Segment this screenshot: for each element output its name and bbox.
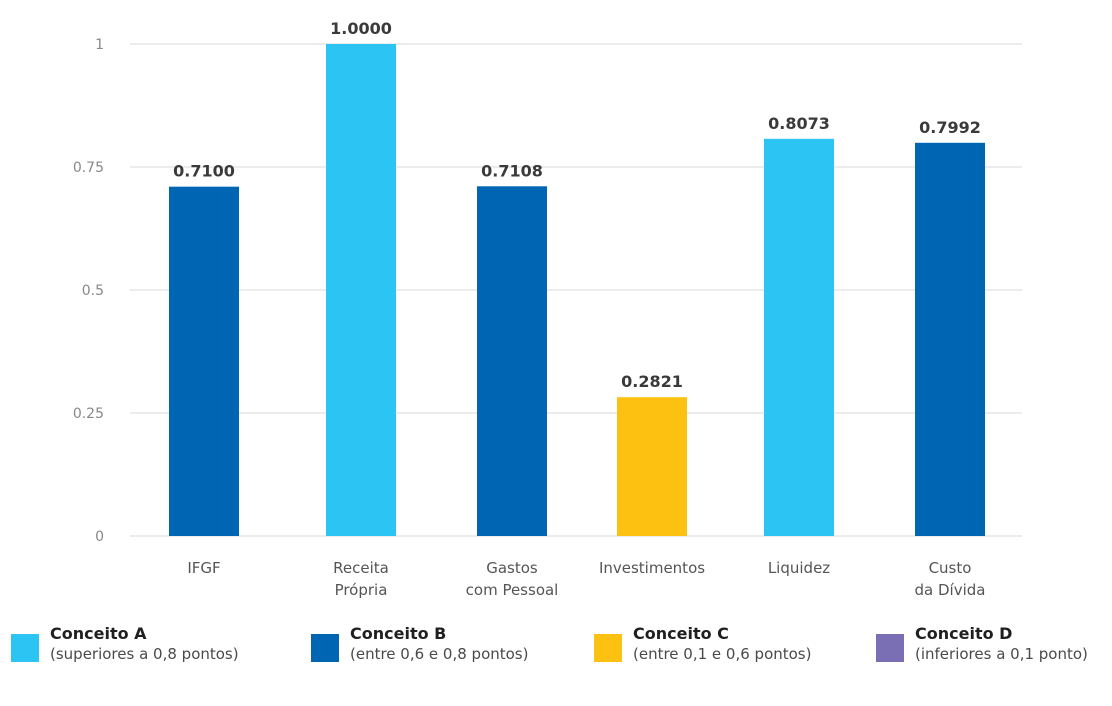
gridlines [130, 43, 1022, 537]
legend-desc-c: (entre 0,1 e 0,6 pontos) [633, 645, 812, 663]
bar [477, 186, 547, 536]
bar [617, 397, 687, 536]
category-label: Própria [335, 581, 388, 599]
legend-swatch-b [311, 634, 339, 662]
data-label: 0.7992 [919, 118, 981, 137]
legend-swatch-d [876, 634, 904, 662]
legend-title-d: Conceito D [915, 624, 1013, 643]
category-label: com Pessoal [466, 581, 559, 599]
bar [326, 44, 396, 536]
category-label: Investimentos [599, 559, 705, 577]
data-label: 0.8073 [768, 114, 830, 133]
y-tick-label: 1 [95, 37, 104, 53]
y-tick-label: 0.25 [73, 406, 104, 422]
legend-swatch-c [594, 634, 622, 662]
data-label: 1.0000 [330, 19, 392, 38]
x-axis-category-labels: IFGF Receita Própria Gastos com Pessoal Inves… [187, 559, 985, 599]
legend-desc-a: (superiores a 0,8 pontos) [50, 645, 239, 663]
bar [764, 138, 834, 536]
category-label: Liquidez [768, 559, 830, 577]
data-label: 0.2821 [621, 372, 683, 391]
category-label: da Dívida [915, 581, 986, 599]
y-axis-tick-labels: 0 0.25 0.5 0.75 1 [73, 37, 104, 545]
legend: Conceito A (superiores a 0,8 pontos) Con… [0, 624, 1112, 684]
legend-title-b: Conceito B [350, 624, 447, 643]
bar [915, 142, 985, 537]
y-tick-label: 0.5 [82, 283, 104, 299]
legend-swatch-a [11, 634, 39, 662]
bars [169, 44, 985, 537]
legend-title-c: Conceito C [633, 624, 729, 643]
legend-desc-d: (inferiores a 0,1 ponto) [915, 645, 1088, 663]
data-label: 0.7100 [173, 162, 235, 181]
legend-desc-b: (entre 0,6 e 0,8 pontos) [350, 645, 529, 663]
y-tick-label: 0 [95, 529, 104, 545]
data-label: 0.7108 [481, 161, 543, 180]
data-labels: 0.7100 1.0000 0.7108 0.2821 0.8073 0.7992 [173, 19, 981, 391]
y-tick-label: 0.75 [73, 160, 104, 176]
bar-chart: 00.250.50.751 0.71001.00000.71080.28210.… [73, 19, 1022, 599]
category-label: Custo [929, 559, 972, 577]
legend-title-a: Conceito A [50, 624, 147, 643]
category-label: Receita [333, 559, 389, 577]
category-label: Gastos [486, 559, 538, 577]
category-label: IFGF [187, 559, 220, 577]
bar [169, 186, 239, 536]
